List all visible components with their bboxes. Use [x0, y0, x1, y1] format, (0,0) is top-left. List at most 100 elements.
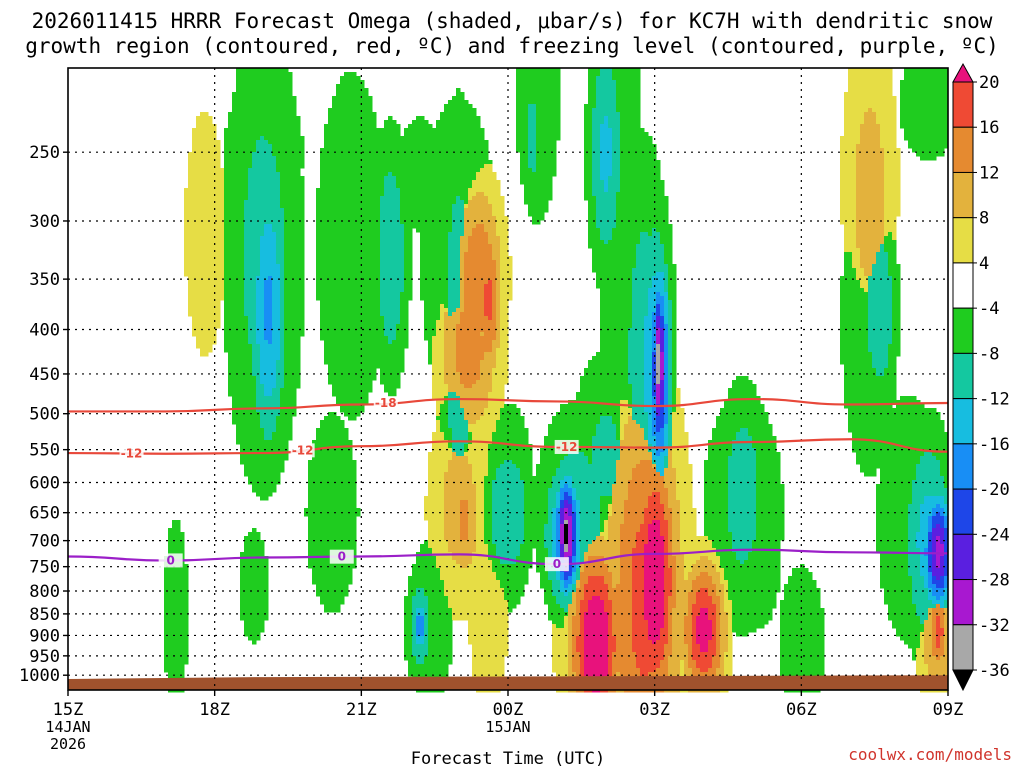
omega-cell: [488, 196, 493, 201]
omega-cell: [344, 188, 349, 193]
omega-cell: [336, 200, 341, 205]
omega-cell: [264, 156, 269, 161]
omega-cell: [420, 216, 425, 221]
omega-cell: [520, 144, 525, 149]
omega-cell: [876, 240, 881, 245]
omega-cell: [892, 232, 897, 237]
omega-cell: [424, 248, 429, 253]
omega-cell: [256, 180, 261, 185]
omega-cell: [452, 124, 457, 129]
omega-cell: [224, 192, 229, 197]
omega-cell: [492, 248, 497, 253]
omega-cell: [456, 212, 461, 217]
omega-cell: [336, 136, 341, 141]
omega-cell: [492, 212, 497, 217]
omega-cell: [260, 116, 265, 121]
omega-cell: [868, 188, 873, 193]
omega-cell: [480, 196, 485, 201]
omega-cell: [264, 76, 269, 81]
omega-cell: [448, 116, 453, 121]
omega-cell: [612, 156, 617, 161]
omega-cell: [548, 132, 553, 137]
omega-cell: [480, 216, 485, 221]
omega-cell: [600, 140, 605, 145]
omega-cell: [864, 176, 869, 181]
omega-cell: [392, 164, 397, 169]
omega-cell: [536, 156, 541, 161]
omega-cell: [856, 228, 861, 233]
omega-cell: [624, 76, 629, 81]
omega-cell: [392, 212, 397, 217]
omega-cell: [352, 172, 357, 177]
omega-cell: [408, 240, 413, 245]
omega-cell: [944, 96, 949, 101]
omega-cell: [604, 228, 609, 233]
omega-cell: [892, 128, 897, 133]
omega-cell: [872, 108, 877, 113]
omega-cell: [600, 176, 605, 181]
omega-cell: [856, 76, 861, 81]
omega-cell: [640, 208, 645, 213]
omega-cell: [600, 252, 605, 257]
omega-cell: [616, 184, 621, 189]
omega-cell: [256, 84, 261, 89]
omega-cell: [384, 144, 389, 149]
omega-cell: [932, 120, 937, 125]
omega-cell: [500, 232, 505, 237]
omega-cell: [536, 108, 541, 113]
omega-cell: [392, 248, 397, 253]
omega-cell: [420, 128, 425, 133]
omega-cell: [864, 168, 869, 173]
omega-cell: [420, 200, 425, 205]
omega-cell: [236, 260, 241, 265]
omega-cell: [188, 248, 193, 253]
omega-cell: [336, 160, 341, 165]
omega-cell: [484, 168, 489, 173]
omega-cell: [860, 156, 865, 161]
omega-cell: [344, 148, 349, 153]
omega-cell: [912, 136, 917, 141]
omega-cell: [864, 128, 869, 133]
omega-cell: [644, 220, 649, 225]
omega-cell: [848, 96, 853, 101]
omega-cell: [472, 176, 477, 181]
omega-cell: [384, 172, 389, 177]
omega-cell: [200, 220, 205, 225]
omega-cell: [484, 224, 489, 229]
omega-cell: [404, 208, 409, 213]
omega-cell: [428, 188, 433, 193]
omega-cell: [492, 228, 497, 233]
omega-cell: [844, 160, 849, 165]
omega-cell: [448, 120, 453, 125]
omega-cell: [400, 172, 405, 177]
omega-cell: [244, 248, 249, 253]
omega-cell: [532, 88, 537, 93]
omega-cell: [244, 148, 249, 153]
omega-cell: [924, 132, 929, 137]
omega-cell: [596, 124, 601, 129]
omega-cell: [584, 156, 589, 161]
omega-cell: [868, 204, 873, 209]
omega-cell: [408, 252, 413, 257]
omega-cell: [372, 132, 377, 137]
omega-cell: [596, 188, 601, 193]
omega-cell: [904, 76, 909, 81]
omega-cell: [908, 124, 913, 129]
omega-cell: [376, 224, 381, 229]
omega-cell: [380, 156, 385, 161]
omega-cell: [224, 220, 229, 225]
omega-cell: [332, 256, 337, 261]
omega-cell: [868, 180, 873, 185]
omega-cell: [420, 144, 425, 149]
omega-cell: [552, 148, 557, 153]
omega-cell: [400, 192, 405, 197]
omega-cell: [860, 176, 865, 181]
omega-cell: [256, 88, 261, 93]
omega-cell: [872, 188, 877, 193]
omega-cell: [648, 156, 653, 161]
omega-cell: [884, 128, 889, 133]
omega-cell: [636, 132, 641, 137]
omega-cell: [460, 156, 465, 161]
omega-cell: [340, 112, 345, 117]
omega-cell: [320, 228, 325, 233]
